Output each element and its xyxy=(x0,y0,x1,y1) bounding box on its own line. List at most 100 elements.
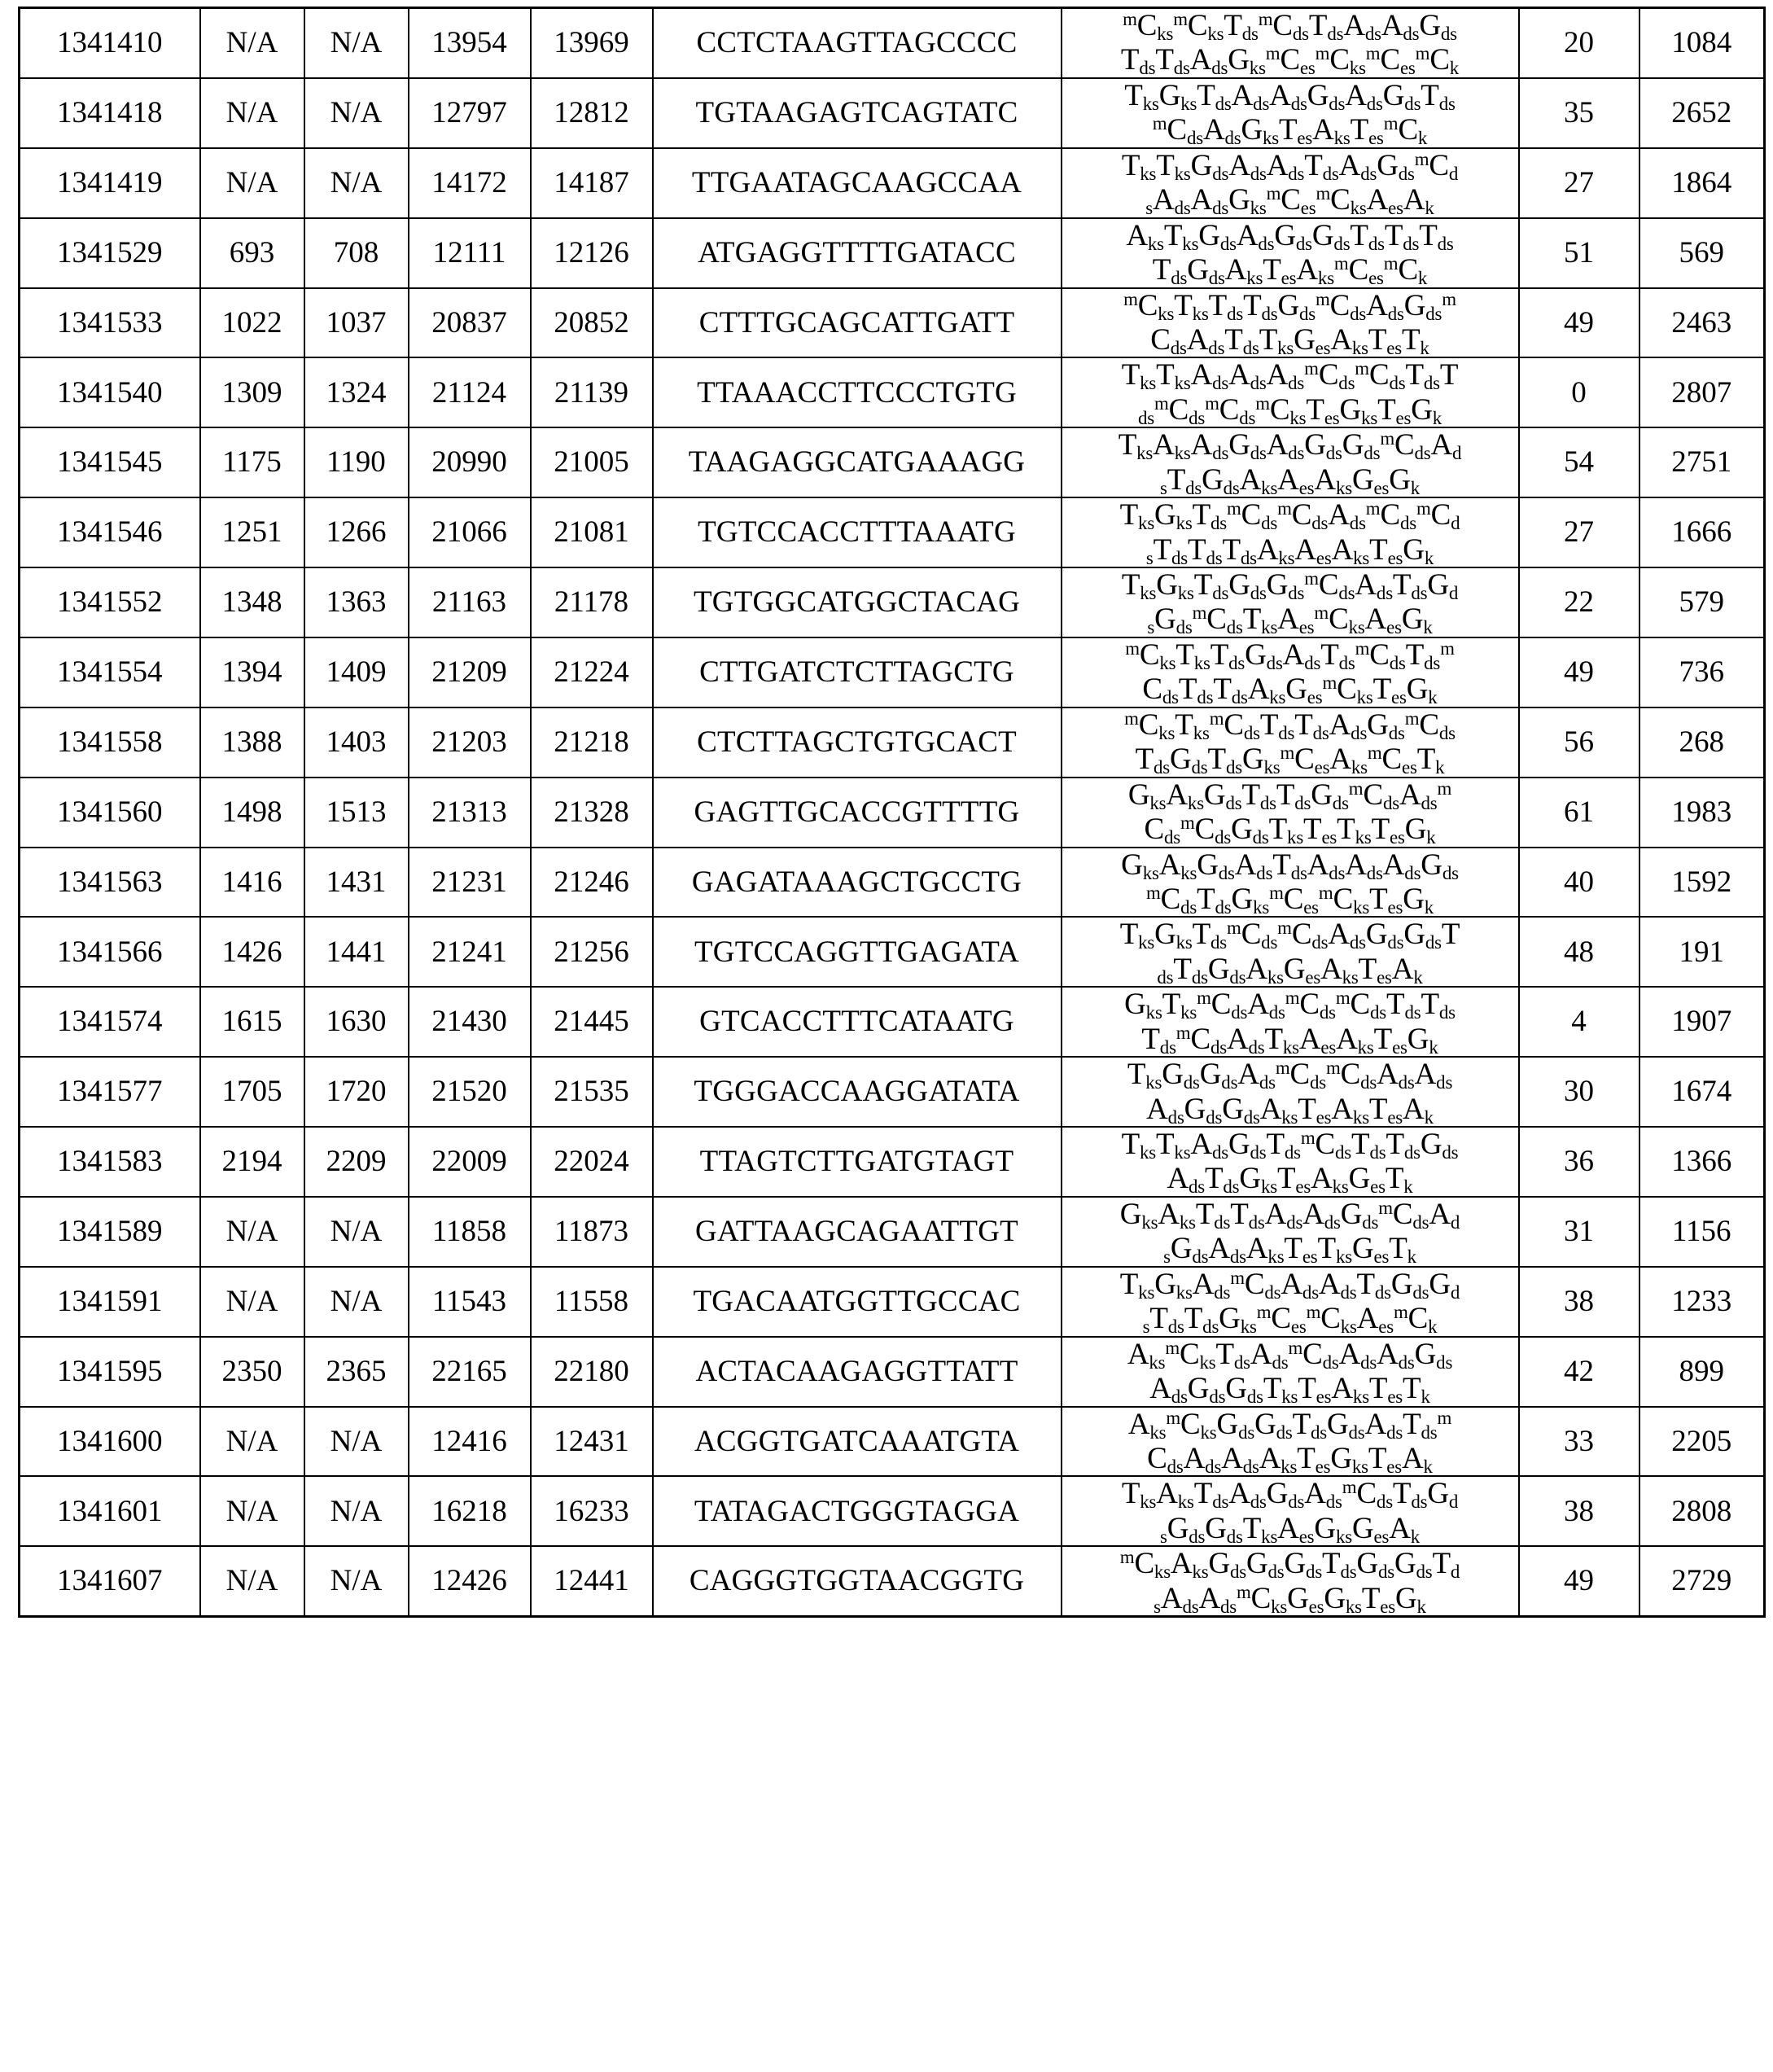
linkage-subscript: ks xyxy=(1180,862,1197,883)
chem-unit: Tds xyxy=(1260,708,1294,742)
nucleotide-base: G xyxy=(1407,1023,1429,1056)
chem-unit: Gds xyxy=(1246,1547,1285,1580)
linkage-subscript: ds xyxy=(1230,1246,1246,1267)
nucleotide-base: C xyxy=(1369,638,1389,672)
chem-unit: mCks xyxy=(1173,9,1224,42)
chem-unit: mCk xyxy=(1384,253,1427,287)
chem-unit: Tks xyxy=(1120,1268,1154,1301)
nucleotide-base: A xyxy=(1402,1442,1424,1475)
linkage-subscript: ks xyxy=(1175,373,1191,393)
chemistry-line: mCksTksTdsTdsGdsmCdsAdsGdsm xyxy=(1066,289,1515,322)
chem-unit: mCds xyxy=(1288,1338,1338,1371)
linkage-subscript: ds xyxy=(1223,1176,1239,1197)
linkage-subscript: es xyxy=(1320,1037,1336,1058)
chem-unit: Gk xyxy=(1402,602,1433,636)
chem-unit: s xyxy=(1147,602,1154,636)
linkage-subscript: ds xyxy=(1244,723,1260,743)
linkage-subscript: ds xyxy=(1326,1492,1342,1512)
end-position-a-cell: 1431 xyxy=(304,848,409,918)
linkage-subscript: ds xyxy=(1138,408,1154,428)
chem-unit: Tds xyxy=(1293,1408,1327,1441)
chem-unit: m xyxy=(1440,638,1455,672)
nucleotide-base: C xyxy=(1429,43,1449,77)
nucleotide-base: T xyxy=(1162,988,1180,1021)
nucleotide-base: T xyxy=(1351,1128,1369,1161)
nucleotide-base: C xyxy=(1251,1582,1271,1615)
nucleotide-base: C xyxy=(1330,289,1350,322)
linkage-subscript: ks xyxy=(1159,653,1175,673)
chem-unit: Gk xyxy=(1403,883,1434,916)
table-row: 1341607N/AN/A1242612441CAGGGTGGTAACGGTGm… xyxy=(20,1546,1765,1616)
chem-unit: Gds xyxy=(1217,1408,1255,1441)
chem-unit: Gds xyxy=(1304,428,1342,462)
linkage-subscript: d xyxy=(1451,1212,1460,1233)
table-row: 13415296937081211112126ATGAGGTTTTGATACCA… xyxy=(20,218,1765,288)
methyl-superscript: m xyxy=(1277,918,1292,938)
nucleotide-base: G xyxy=(1267,1477,1289,1510)
chem-unit: Ad xyxy=(1429,1198,1460,1231)
methyl-superscript: m xyxy=(1415,149,1429,169)
chem-unit: Ads xyxy=(1228,149,1267,182)
table-row: 1341558138814032120321218CTCTTAGCTGTGCAC… xyxy=(20,707,1765,778)
chem-unit: Tds xyxy=(1393,568,1427,602)
nucleotide-base: T xyxy=(1260,708,1278,742)
linkage-subscript: ks xyxy=(1287,827,1303,848)
linkage-subscript: ds xyxy=(1219,862,1235,883)
start-position-a-cell: 693 xyxy=(200,218,304,288)
nucleotide-base: T xyxy=(1153,253,1171,287)
nucleotide-base: T xyxy=(1122,568,1140,602)
chem-unit: Ads xyxy=(1377,1058,1415,1091)
nucleotide-base: A xyxy=(1296,253,1318,287)
nucleotide-sequence-cell: TGTGGCATGGCTACAG xyxy=(653,567,1062,637)
chem-unit: Tds xyxy=(1197,79,1231,112)
chem-unit: Tds xyxy=(1194,568,1228,602)
nucleotide-base: G xyxy=(1411,393,1433,427)
nucleotide-base: T xyxy=(1309,9,1327,42)
end-position-a-cell: N/A xyxy=(304,148,409,218)
linkage-subscript: ds xyxy=(1229,967,1245,988)
chemistry-line: sTdsGdsAksAesAksGesGk xyxy=(1066,463,1515,497)
nucleotide-base: T xyxy=(1284,1232,1302,1265)
nucleotide-base: C xyxy=(1289,1058,1309,1091)
nucleotide-sequence-cell: TGACAATGGTTGCCAC xyxy=(653,1267,1062,1337)
nucleotide-base: T xyxy=(1156,358,1174,392)
chem-unit: Ak xyxy=(1403,183,1434,217)
linkage-subscript: ds xyxy=(1212,443,1228,463)
linkage-subscript: ds xyxy=(1192,1246,1208,1267)
chem-unit: Tds xyxy=(1167,463,1202,497)
sequence-id-cell: 1341600 xyxy=(20,1407,200,1477)
nucleotide-base: A xyxy=(1345,848,1367,882)
nucleotide-base: T xyxy=(1124,79,1142,112)
table-row: 1341601N/AN/A1621816233TATAGACTGGGTAGGAT… xyxy=(20,1476,1765,1546)
chemistry-line: TksTksAdsGdsTdsmCdsTdsTdsGds xyxy=(1066,1128,1515,1161)
nucleotide-base: T xyxy=(1141,1023,1159,1056)
chem-unit: mCds xyxy=(1355,638,1406,672)
chem-unit: Tds xyxy=(1193,498,1227,532)
nucleotide-base: G xyxy=(1356,1547,1378,1580)
linkage-subscript: es xyxy=(1388,198,1403,218)
chem-unit: Gks xyxy=(1228,183,1267,217)
metric-1-cell: 27 xyxy=(1519,497,1639,567)
nucleotide-base: A xyxy=(1269,79,1291,112)
linkage-subscript: ks xyxy=(1336,478,1352,498)
chem-unit: Ads xyxy=(1267,358,1305,392)
nucleotide-base: T xyxy=(1156,149,1174,182)
linkage-subscript: ks xyxy=(1176,1282,1193,1303)
chem-unit: Tds xyxy=(1266,1128,1300,1161)
nucleotide-base: T xyxy=(1120,918,1138,951)
chemistry-line: TksGksTdsGdsGdsmCdsAdsTdsGd xyxy=(1066,568,1515,602)
linkage-subscript: ks xyxy=(1192,1562,1208,1582)
end-position-b-cell: 22180 xyxy=(531,1337,653,1407)
nucleotide-base: G xyxy=(1208,953,1230,986)
chem-unit: Gds xyxy=(1205,1512,1243,1545)
chem-unit: mCks xyxy=(1120,1547,1171,1580)
chem-unit: Gds xyxy=(1245,638,1283,672)
linkage-subscript: ds xyxy=(1399,1352,1415,1373)
chemistry-line: CdsAdsTdsTksGesAksTesTk xyxy=(1066,323,1515,357)
linkage-subscript: ds xyxy=(1261,932,1277,953)
chem-unit: Tk xyxy=(1389,1232,1416,1265)
linkage-subscript: ds xyxy=(1293,24,1309,44)
linkage-subscript: ds xyxy=(1242,24,1259,44)
chem-unit: Aes xyxy=(1365,602,1402,636)
chem-unit: Tk xyxy=(1386,1162,1413,1195)
